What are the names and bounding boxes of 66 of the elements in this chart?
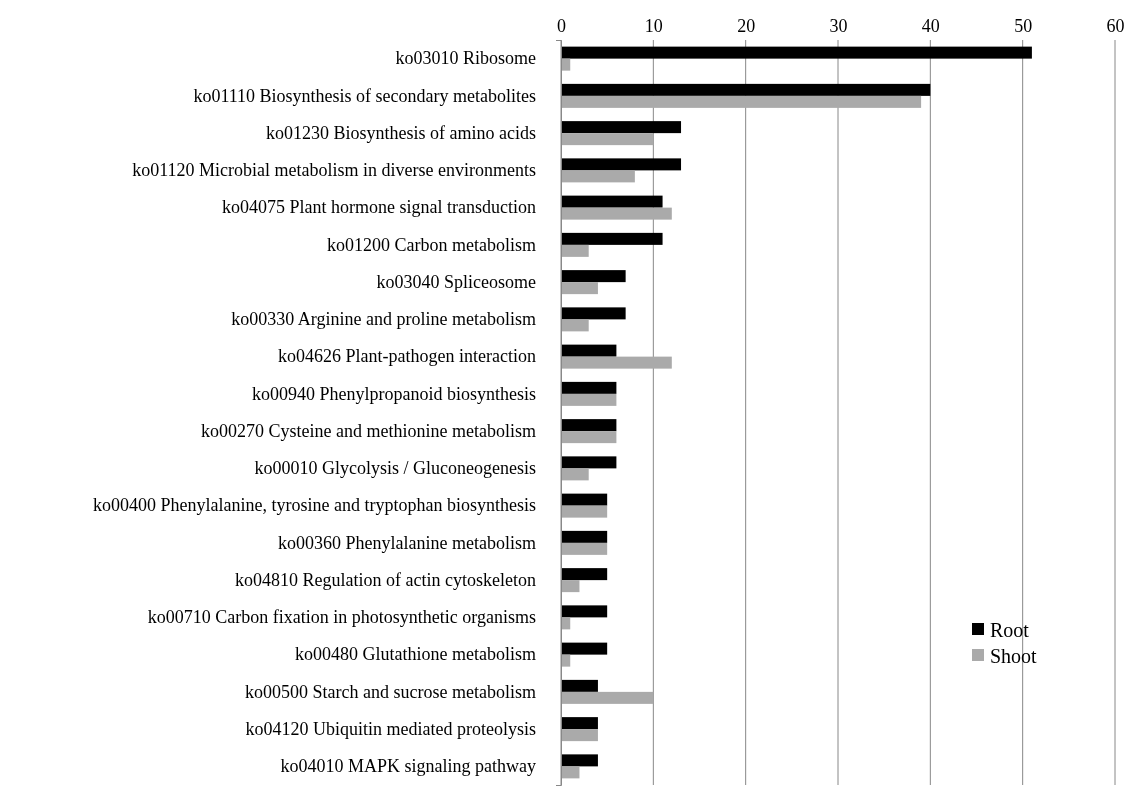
bar (561, 505, 608, 518)
x-tick-label: 40 (921, 16, 940, 36)
bar (561, 717, 598, 730)
bar (561, 431, 617, 444)
y-tick-label: ko00400 Phenylalanine, tyrosine and tryptophan biosynthesis (93, 495, 536, 516)
x-tick-label: 60 (1106, 16, 1125, 36)
y-tick-label: ko00270 Cysteine and methionine metabolism (201, 420, 536, 441)
bar (561, 605, 608, 618)
bar (561, 493, 608, 506)
bar (561, 542, 608, 555)
bar (561, 642, 608, 655)
bar (561, 270, 626, 283)
bar (561, 679, 598, 692)
x-tick-label: 20 (737, 16, 756, 36)
bar (561, 232, 663, 245)
bar (561, 691, 654, 704)
bar (561, 468, 589, 481)
x-tick-label: 30 (829, 16, 848, 36)
bar (561, 170, 635, 183)
y-tick-label: ko01110 Biosynthesis of secondary metabolites (193, 85, 536, 106)
bar (561, 530, 608, 543)
y-tick-label: ko01200 Carbon metabolism (327, 234, 536, 255)
bar (561, 133, 654, 146)
y-tick-label: ko04810 Regulation of actin cytoskeleton (235, 569, 536, 590)
bar (561, 356, 672, 369)
bar (561, 282, 598, 295)
bar (561, 158, 682, 171)
bar (561, 393, 617, 406)
bar (561, 195, 663, 208)
y-tick-label: ko00360 Phenylalanine metabolism (278, 532, 536, 553)
legend-label: Shoot (990, 645, 1038, 667)
bar (561, 46, 1032, 59)
bar (561, 344, 617, 357)
y-tick-label: ko04120 Ubiquitin mediated proteolysis (245, 718, 536, 739)
y-tick-label: ko00480 Glutathione metabolism (295, 644, 536, 665)
bar (561, 381, 617, 394)
x-tick-label: 10 (644, 16, 663, 36)
bar (561, 319, 589, 332)
y-tick-label: ko00010 Glycolysis / Gluconeogenesis (254, 458, 536, 479)
x-tick-label: 50 (1014, 16, 1033, 36)
y-tick-label: ko00940 Phenylpropanoid biosynthesis (252, 383, 536, 404)
bar (561, 83, 931, 96)
bar (561, 729, 598, 742)
bar (561, 456, 617, 469)
legend-label: Root (990, 619, 1030, 641)
bar (561, 95, 922, 108)
bar (561, 419, 617, 432)
bar (561, 754, 598, 767)
y-tick-label: ko01120 Microbial metabolism in diverse environments (132, 160, 536, 181)
bar (561, 568, 608, 581)
y-tick-label: ko04626 Plant-pathogen interaction (278, 346, 536, 367)
y-tick-label: ko00710 Carbon fixation in photosynthetic organisms (147, 607, 536, 628)
y-tick-label: ko01230 Biosynthesis of amino acids (266, 122, 536, 143)
bar (561, 121, 682, 134)
y-tick-label: ko04010 MAPK signaling pathway (280, 756, 536, 777)
y-tick-label: ko04075 Plant hormone signal transduction (222, 197, 536, 218)
bar (561, 580, 580, 593)
bar (561, 307, 626, 320)
bar (561, 766, 580, 779)
x-tick-label: 0 (557, 16, 566, 36)
y-tick-label: ko00330 Arginine and proline metabolism (231, 309, 536, 330)
bar (561, 207, 672, 220)
y-tick-label: ko03040 Spliceosome (376, 271, 536, 292)
bar (561, 244, 589, 257)
y-tick-label: ko03010 Ribosome (395, 48, 536, 69)
y-tick-label: ko00500 Starch and sucrose metabolism (245, 681, 536, 702)
